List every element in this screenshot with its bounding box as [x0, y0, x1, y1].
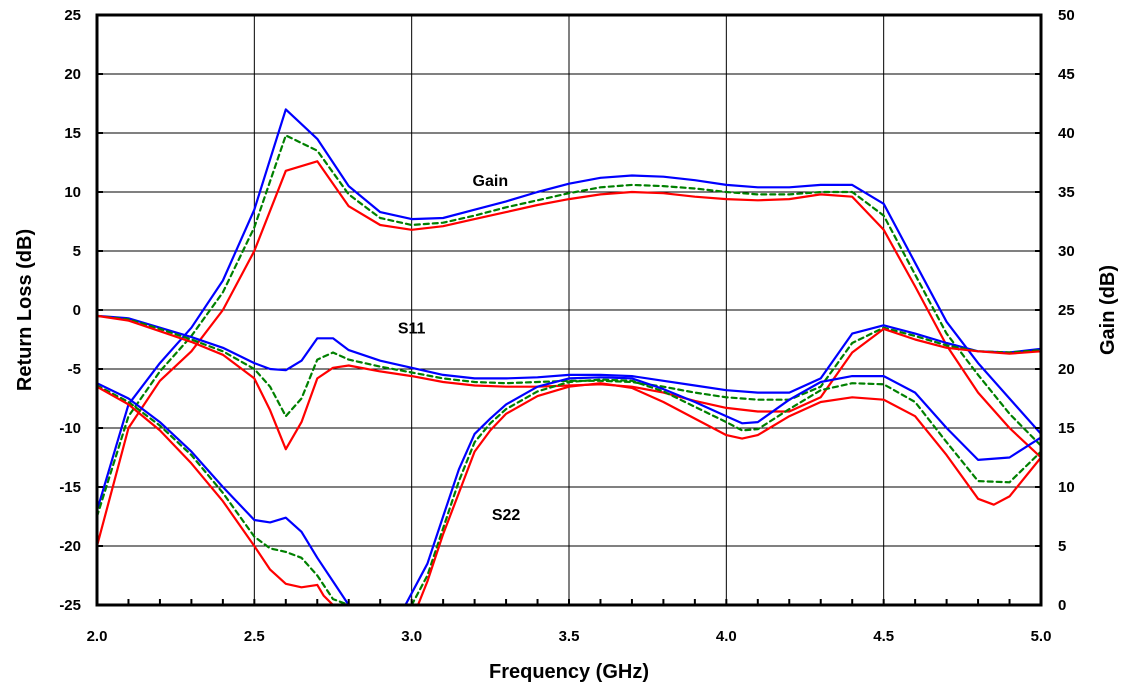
y2-tick-label: 40 — [1058, 125, 1075, 142]
tick-labels: 2.0 2.5 3.0 3.5 4.0 4.5 5.02520151050-5-10-15-… — [59, 7, 1074, 645]
y2-tick-label: 50 — [1058, 7, 1075, 24]
series-s22-blue — [404, 375, 1041, 605]
series-s22-green — [97, 384, 350, 605]
annotations: Gain S11 S22 — [398, 173, 521, 524]
annotation-s22: S22 — [492, 507, 521, 524]
y-tick-label: 25 — [64, 7, 81, 24]
y2-axis-title: Gain (dB) — [1097, 265, 1119, 355]
y-tick-label: 5 — [73, 243, 81, 260]
y-tick-label: -25 — [59, 597, 81, 614]
y-tick-label: -20 — [59, 538, 81, 555]
series-s22-red — [416, 382, 1041, 605]
y-tick-label: -5 — [68, 361, 81, 378]
series-s11-blue — [97, 314, 1041, 394]
annotation-s11: S11 — [398, 321, 426, 338]
series-s22-green — [410, 378, 1041, 605]
series-gain-blue — [97, 108, 1041, 512]
y2-tick-label: 25 — [1058, 302, 1075, 319]
series-s22-red — [97, 385, 350, 605]
series-s22-blue — [97, 382, 350, 605]
x-tick-label: 4.0 — [716, 628, 737, 645]
series-gain-green — [97, 134, 1041, 518]
x-tick-label: 2.0 — [87, 628, 108, 645]
series-gain-red — [97, 160, 1041, 548]
y-axis-title: Return Loss (dB) — [14, 229, 36, 391]
series-s11-green — [97, 314, 1041, 418]
x-tick-label: 2.5 — [244, 628, 265, 645]
y-tick-label: -10 — [59, 420, 81, 437]
y2-tick-label: 5 — [1058, 538, 1066, 555]
y2-tick-label: 20 — [1058, 361, 1075, 378]
series-s11-red — [97, 314, 1041, 451]
x-tick-label: 4.5 — [873, 628, 894, 645]
x-tick-label: 3.0 — [401, 628, 422, 645]
y2-tick-label: 30 — [1058, 243, 1075, 260]
y-tick-label: -15 — [59, 479, 81, 496]
y2-tick-label: 10 — [1058, 479, 1075, 496]
tick-marks — [97, 14, 1041, 606]
y2-tick-label: 35 — [1058, 184, 1075, 201]
x-tick-label: 3.5 — [559, 628, 580, 645]
y2-tick-label: 0 — [1058, 597, 1066, 614]
y-tick-label: 0 — [73, 302, 81, 319]
grid — [97, 15, 1041, 605]
series-layer — [97, 108, 1041, 605]
y2-tick-label: 15 — [1058, 420, 1075, 437]
annotation-gain: Gain — [473, 173, 509, 190]
x-tick-label: 5.0 — [1031, 628, 1052, 645]
y-tick-label: 10 — [64, 184, 81, 201]
y2-tick-label: 45 — [1058, 66, 1075, 83]
y-tick-label: 20 — [64, 66, 81, 83]
x-axis-title: Frequency (GHz) — [489, 661, 649, 683]
y-tick-label: 15 — [64, 125, 81, 142]
